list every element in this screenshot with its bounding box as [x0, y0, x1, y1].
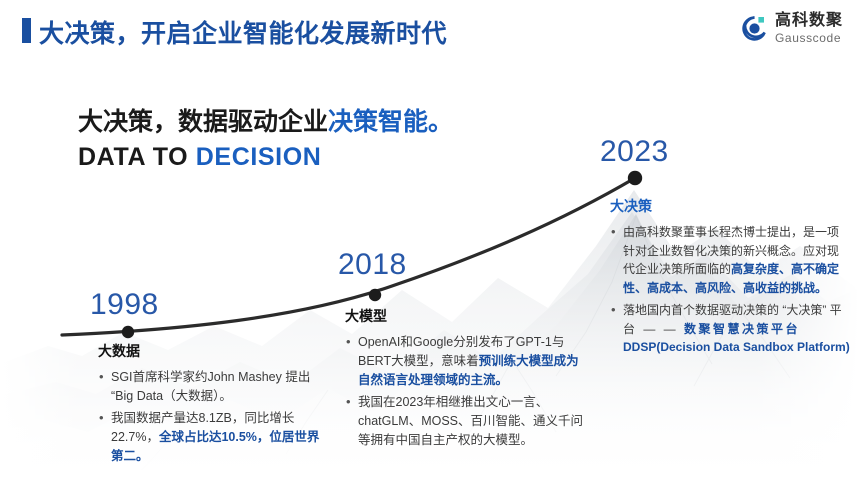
bullet-text: OpenAI和Google分别发布了GPT-1与BERT大模型，意味着	[358, 335, 565, 368]
milestone-heading-2018: 大模型	[345, 308, 387, 324]
bullet-text-highlight: 高复杂度、高不确定性、高成本、高风险、高收益的挑战。	[623, 262, 840, 296]
headline-line-1-dark: 大决策，数据驱动企业	[78, 108, 329, 136]
list-item: 由高科数聚董事长程杰博士提出，是一项针对企业数智化决策的新兴概念。应对现代企业决…	[610, 222, 850, 298]
list-item: 我国数据产量达8.1ZB，同比增长22.7%，全球占比达10.5%，位居世界第二…	[98, 408, 330, 466]
bullet-text-highlight: DDSP(Decision Data Sandbox Platform)	[623, 340, 850, 355]
bullet-text: 由高科数聚董事长程杰博士提出，是一项针对企业数智化决策的新兴概念。应对现代企业决…	[623, 225, 840, 277]
bullet-text: 我国在2023年相继推出文心一言、chatGLM、MOSS、百川智能、通义千问等…	[358, 395, 584, 447]
bullet-text: 我国数据产量达8.1ZB，同比增长22.7%，	[111, 411, 295, 444]
headline-block: 大决策，数据驱动企业决策智能。 DATA TO DECISION	[78, 108, 453, 172]
bullet-text-highlight-wide: 数聚智慧决策平台	[684, 321, 801, 336]
gausscode-logo-icon	[741, 15, 768, 42]
bullet-text: SGI首席科学家约John Mashey 提出 “Big Data（大数据）。	[111, 370, 311, 403]
headline-line-1-accent: 决策智能。	[328, 108, 454, 136]
page-title: 大决策，开启企业智能化发展新时代	[39, 20, 448, 48]
headline-line-1: 大决策，数据驱动企业决策智能。	[78, 108, 453, 137]
headline-line-2-dark: DATA TO	[78, 142, 196, 171]
bullet-text-highlight: 预训练大模型成为自然语言处理领域的主流。	[358, 354, 579, 387]
headline-line-2-accent: DECISION	[195, 142, 322, 171]
list-item: 落地国内首个数据驱动决策的 “大决策” 平台 — — 数聚智慧决策平台DDSP(…	[610, 300, 850, 357]
logo-name-cn: 高科数聚	[774, 12, 843, 29]
logo-name-en: Gausscode	[774, 31, 842, 45]
headline-line-2: DATA TO DECISION	[78, 143, 453, 172]
list-item: 我国在2023年相继推出文心一言、chatGLM、MOSS、百川智能、通义千问等…	[345, 392, 590, 450]
list-item: SGI首席科学家约John Mashey 提出 “Big Data（大数据）。	[98, 367, 330, 406]
slide-header: 大决策，开启企业智能化发展新时代 高科数聚 Gausscode	[0, 0, 859, 62]
header-accent-bar	[22, 18, 31, 43]
bullet-text-highlight: 全球占比达10.5%，位居世界第二。	[111, 430, 320, 463]
milestone-block-2018: 大模型 OpenAI和Google分别发布了GPT-1与BERT大模型，意味着预…	[345, 306, 590, 453]
year-label-2023: 2023	[600, 135, 669, 168]
logo-wordmark: 高科数聚 Gausscode	[774, 12, 843, 45]
milestone-bullets-1998: SGI首席科学家约John Mashey 提出 “Big Data（大数据）。 …	[98, 367, 330, 466]
milestone-bullets-2023: 由高科数聚董事长程杰博士提出，是一项针对企业数智化决策的新兴概念。应对现代企业决…	[610, 222, 850, 357]
milestone-heading-1998: 大数据	[98, 343, 140, 359]
milestone-bullets-2018: OpenAI和Google分别发布了GPT-1与BERT大模型，意味着预训练大模…	[345, 332, 590, 450]
milestone-heading-2023: 大决策	[610, 198, 652, 214]
bullet-text: 落地国内首个数据驱动决策的 “大决策”	[623, 302, 830, 317]
milestone-block-2023: 大决策 由高科数聚董事长程杰博士提出，是一项针对企业数智化决策的新兴概念。应对现…	[610, 196, 850, 360]
company-logo: 高科数聚 Gausscode	[741, 13, 843, 44]
list-item: OpenAI和Google分别发布了GPT-1与BERT大模型，意味着预训练大模…	[345, 332, 590, 390]
year-label-2018: 2018	[338, 248, 407, 281]
milestone-block-1998: 大数据 SGI首席科学家约John Mashey 提出 “Big Data（大数…	[98, 341, 330, 469]
year-label-1998: 1998	[90, 288, 159, 321]
